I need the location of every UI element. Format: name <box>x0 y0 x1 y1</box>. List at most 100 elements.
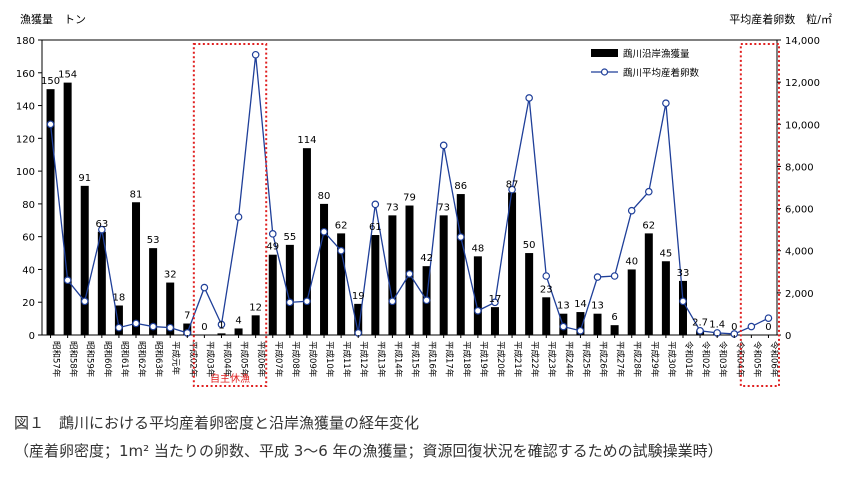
bar-value-label: 1.4 <box>709 320 725 331</box>
x-tick-label: 平成07年 <box>273 341 284 378</box>
bar-value-label: 55 <box>283 232 296 243</box>
bar <box>234 328 243 335</box>
bar <box>490 307 499 335</box>
bar-value-label: 114 <box>297 135 316 146</box>
bar-value-label: 50 <box>523 240 536 251</box>
egg-density-point <box>337 246 345 255</box>
bar-value-label: 4 <box>235 315 241 326</box>
x-tick-label: 昭和63年 <box>153 341 164 378</box>
right-tick-label: 2,000 <box>785 289 814 300</box>
x-tick-label: 平成15年 <box>410 341 421 378</box>
bar <box>473 256 482 335</box>
bar <box>46 89 55 336</box>
left-tick-label: 120 <box>16 134 35 145</box>
annotations: 自主休漁 <box>192 43 781 387</box>
x-tick-label: 平成29年 <box>649 341 660 378</box>
egg-density-point <box>439 141 448 150</box>
bar <box>525 253 534 335</box>
bar <box>576 312 585 335</box>
bar <box>97 231 106 335</box>
egg-density-point <box>303 297 311 306</box>
bar-value-label: 6 <box>611 312 617 323</box>
x-tick-label: 平成06年 <box>256 341 267 378</box>
right-tick-label: 6,000 <box>785 205 814 216</box>
bar <box>149 248 158 335</box>
x-tick-label: 平成28年 <box>632 341 643 378</box>
bar-series <box>46 82 722 336</box>
x-tick-label: 令和01年 <box>683 341 694 378</box>
bar-value-label: 49 <box>266 242 279 253</box>
x-tick-label: 平成18年 <box>461 341 472 378</box>
bar-value-label: 14 <box>574 299 587 310</box>
bar <box>610 325 619 335</box>
bar-value-label: 13 <box>557 301 570 312</box>
bar <box>285 244 294 335</box>
bar-value-label: 19 <box>352 291 365 302</box>
bar-value-label: 73 <box>386 202 399 213</box>
egg-density-point <box>747 322 756 331</box>
x-tick-label: 令和02年 <box>700 341 711 378</box>
bar <box>439 215 448 335</box>
bar-value-label: 32 <box>164 270 177 281</box>
egg-density-point <box>98 225 106 234</box>
bar-value-label: 33 <box>677 268 690 279</box>
left-tick-label: 180 <box>16 36 35 47</box>
bar <box>678 280 687 335</box>
right-tick-label: 4,000 <box>785 247 814 258</box>
x-tick-label: 平成20年 <box>495 341 506 378</box>
x-tick-label: 平成05年 <box>239 341 250 378</box>
bar <box>132 202 141 335</box>
bar <box>644 233 653 335</box>
bar <box>337 233 346 335</box>
x-tick-label: 令和05年 <box>751 341 762 378</box>
egg-density-point <box>525 94 533 102</box>
bar-value-label: 0 <box>765 322 771 333</box>
x-tick-label: 平成27年 <box>615 341 626 378</box>
bar-value-label: 62 <box>335 220 348 231</box>
bar-value-label: 7 <box>184 311 190 322</box>
bar-value-label: 17 <box>489 294 502 305</box>
x-tick-label: 令和06年 <box>768 341 779 378</box>
bar <box>627 269 636 335</box>
right-tick-label: 12,000 <box>785 78 820 89</box>
legend-line-marker <box>600 68 609 76</box>
egg-density-point <box>679 297 687 306</box>
x-tick-label: 平成23年 <box>546 341 557 378</box>
egg-density-point <box>422 296 431 305</box>
voluntary-closure-label: 自主休漁 <box>210 372 250 385</box>
bar-value-label: 62 <box>642 220 655 231</box>
bar-value-label: 154 <box>58 70 77 81</box>
egg-density-point <box>645 187 653 196</box>
egg-density-point <box>576 326 585 335</box>
left-tick-label: 40 <box>22 265 35 276</box>
bar-value-label: 12 <box>249 302 262 313</box>
voluntary-closure-box <box>192 43 268 387</box>
figure-caption: 図１ 鵡川における平均産着卵密度と沿岸漁獲量の経年変化 <box>14 414 420 432</box>
bar-value-label: 80 <box>318 191 331 202</box>
legend-bar-swatch <box>591 49 618 57</box>
recent-years-box <box>739 43 781 387</box>
bar <box>388 215 397 335</box>
x-tick-label: 平成12年 <box>358 341 369 378</box>
x-tick-label: 平成09年 <box>307 341 318 378</box>
bar <box>80 185 89 335</box>
bar-value-label: 0 <box>731 322 737 333</box>
bar <box>302 148 311 335</box>
bar-value-label: 45 <box>660 248 673 259</box>
left-tick-label: 140 <box>16 102 35 113</box>
bar-value-label: 18 <box>113 293 126 304</box>
bar-value-label: 86 <box>454 181 467 192</box>
egg-density-point <box>474 306 482 315</box>
bar-value-label: 42 <box>420 253 433 264</box>
x-tick-label: 平成元年 <box>170 341 181 376</box>
legend-line-label: 鵡川平均産着卵数 <box>623 67 700 79</box>
egg-density-point <box>286 298 294 307</box>
egg-density-point <box>251 50 260 59</box>
left-tick-label: 60 <box>22 233 35 244</box>
egg-density-point <box>764 314 773 322</box>
egg-density-point <box>456 233 465 241</box>
right-tick-label: 10,000 <box>785 120 820 131</box>
x-tick-label: 平成14年 <box>392 341 403 378</box>
bar <box>63 82 72 335</box>
egg-density-point <box>268 230 277 238</box>
